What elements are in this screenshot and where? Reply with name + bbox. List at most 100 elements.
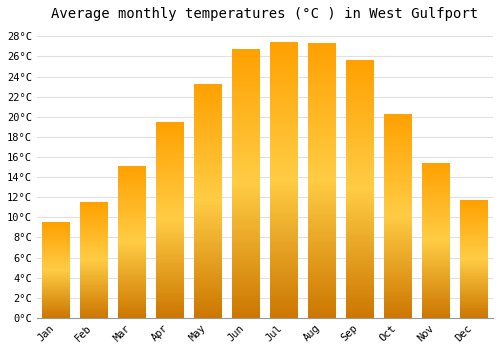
Bar [232,214,260,216]
Bar [118,280,146,281]
Bar [156,258,184,259]
Bar [118,268,146,269]
Bar [42,307,70,308]
Bar [460,255,488,256]
Bar [194,118,222,119]
Bar [346,227,374,229]
Bar [384,133,412,134]
Bar [346,90,374,91]
Bar [270,230,298,232]
Bar [460,285,488,286]
Bar [194,87,222,88]
Bar [460,248,488,249]
Bar [422,205,450,206]
Bar [308,93,336,94]
Bar [346,297,374,299]
Bar [384,244,412,246]
Bar [232,230,260,232]
Bar [460,242,488,243]
Bar [384,292,412,293]
Bar [42,273,70,274]
Bar [308,303,336,305]
Bar [156,314,184,315]
Bar [194,244,222,246]
Bar [384,314,412,315]
Bar [270,301,298,303]
Bar [118,308,146,309]
Bar [42,232,70,233]
Bar [80,309,108,310]
Bar [156,263,184,264]
Bar [270,118,298,119]
Bar [42,240,70,241]
Bar [42,268,70,269]
Bar [270,112,298,114]
Bar [156,228,184,229]
Bar [460,244,488,245]
Bar [308,292,336,294]
Bar [42,265,70,266]
Bar [194,230,222,232]
Bar [232,218,260,219]
Bar [118,233,146,234]
Bar [346,308,374,309]
Bar [232,268,260,270]
Bar [308,85,336,87]
Bar [384,160,412,161]
Bar [384,277,412,278]
Bar [118,187,146,188]
Bar [42,296,70,297]
Bar [270,184,298,186]
Bar [422,237,450,238]
Bar [80,237,108,238]
Bar [346,244,374,246]
Bar [270,88,298,90]
Bar [422,193,450,194]
Bar [156,193,184,194]
Bar [232,96,260,98]
Bar [156,168,184,169]
Bar [232,246,260,248]
Bar [460,245,488,246]
Bar [270,44,298,46]
Bar [80,223,108,224]
Bar [80,245,108,246]
Bar [118,299,146,300]
Bar [384,189,412,190]
Bar [384,316,412,318]
Bar [232,261,260,262]
Bar [308,80,336,82]
Bar [270,254,298,256]
Bar [118,221,146,222]
Bar [156,159,184,160]
Bar [384,213,412,215]
Bar [118,243,146,244]
Bar [460,238,488,239]
Bar [460,269,488,270]
Bar [80,290,108,291]
Bar [460,296,488,297]
Bar [346,65,374,67]
Bar [80,246,108,247]
Bar [460,240,488,241]
Bar [42,238,70,239]
Bar [384,254,412,255]
Bar [194,260,222,262]
Bar [118,168,146,169]
Bar [384,190,412,191]
Bar [232,82,260,83]
Bar [194,298,222,299]
Bar [308,250,336,252]
Bar [232,53,260,55]
Bar [422,229,450,230]
Bar [194,162,222,163]
Bar [384,215,412,216]
Bar [346,229,374,230]
Bar [460,263,488,264]
Bar [118,301,146,302]
Bar [460,261,488,262]
Bar [194,159,222,160]
Bar [232,280,260,282]
Bar [422,234,450,235]
Bar [156,186,184,187]
